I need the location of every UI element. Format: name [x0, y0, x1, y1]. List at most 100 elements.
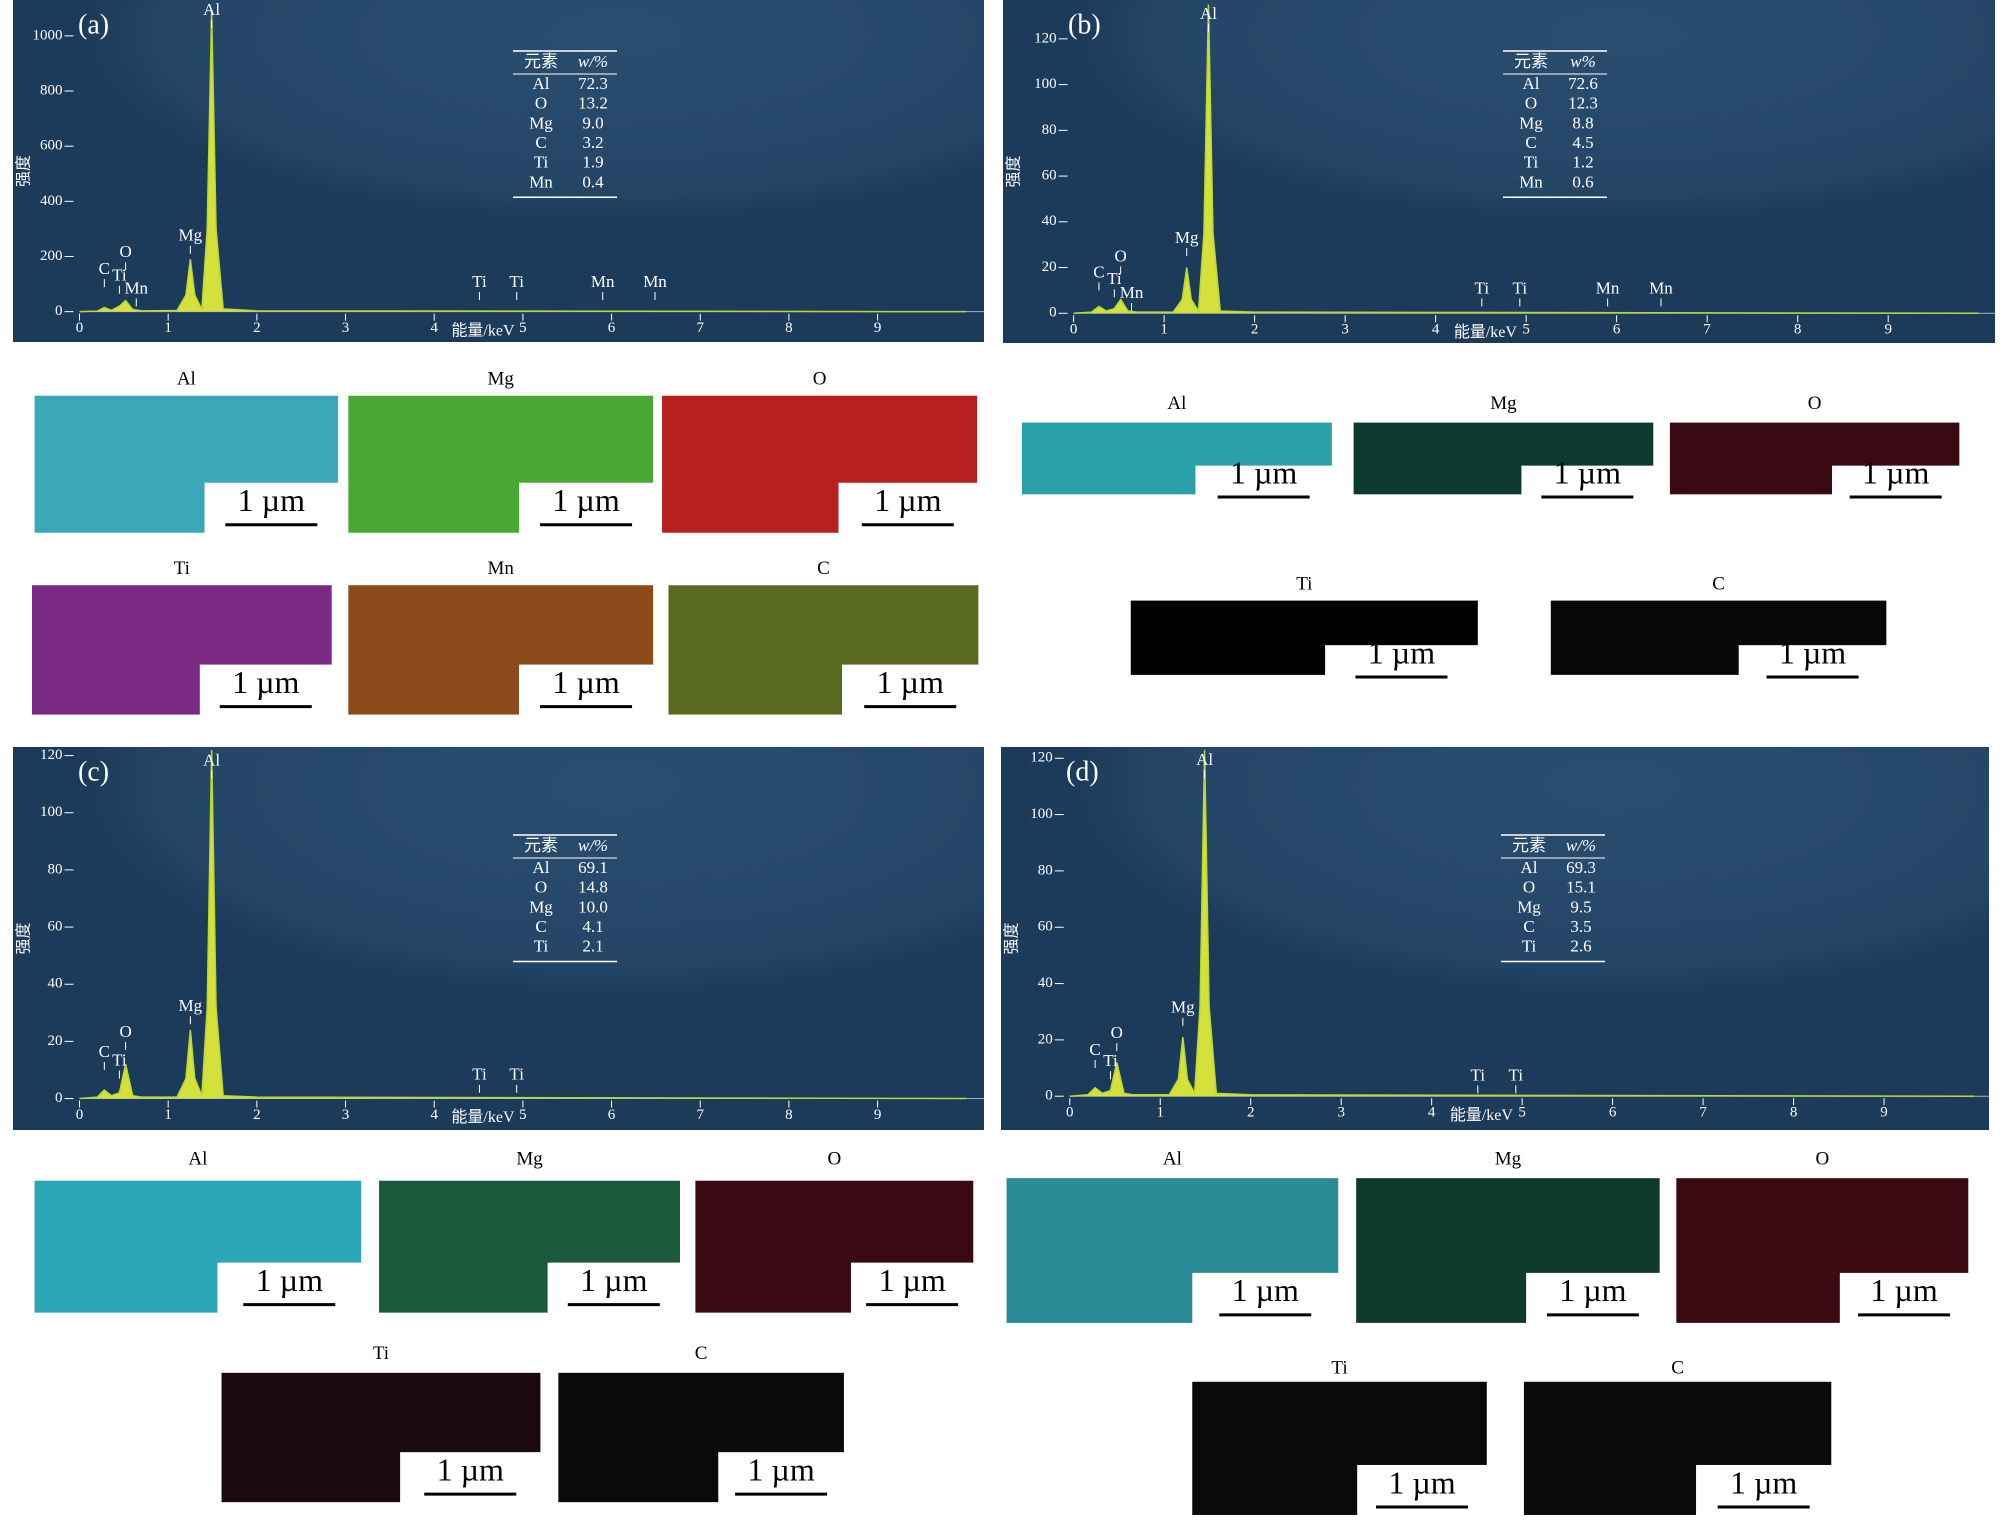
y-axis-label: 强度: [15, 922, 33, 954]
y-tick-label: 20: [48, 1033, 63, 1049]
peak-label: Ti: [112, 1050, 127, 1069]
table-cell: O: [1523, 878, 1535, 897]
x-tick-label: 0: [76, 320, 84, 336]
x-tick-label: 8: [785, 1107, 793, 1123]
table-cell: 72.6: [1568, 74, 1598, 93]
y-axis-label: 强度: [15, 155, 33, 187]
table-cell: Al: [1523, 74, 1540, 93]
map-label: Al: [1163, 1149, 1182, 1170]
scale-bar-label: 1 µm: [1870, 1272, 1937, 1308]
scale-bar-label: 1 µm: [1230, 454, 1297, 490]
map-label: O: [1815, 1149, 1829, 1170]
peak-label: Ti: [1103, 1051, 1118, 1070]
table-cell: Mg: [1517, 897, 1541, 916]
peak-label: Ti: [472, 272, 487, 291]
peak-label: Ti: [1509, 1065, 1524, 1084]
table-header: w/%: [578, 52, 608, 71]
y-axis-label: 强度: [1003, 922, 1021, 954]
map-label: Al: [188, 1149, 207, 1170]
table-header: 元素: [524, 836, 558, 855]
y-tick-label: 100: [1034, 76, 1057, 92]
table-cell: O: [535, 878, 547, 897]
table-cell: Ti: [534, 937, 549, 956]
scale-box: [1521, 465, 1657, 499]
table-header: 元素: [1512, 836, 1546, 855]
table-cell: 13.2: [578, 94, 608, 113]
x-axis-label: 能量/keV: [451, 1108, 515, 1126]
y-tick-label: 40: [1038, 975, 1053, 991]
map-label: O: [1808, 393, 1822, 414]
peak-label: Mn: [1120, 283, 1144, 302]
scale-box: [199, 664, 335, 719]
table-header: w/%: [1566, 836, 1596, 855]
x-tick-label: 4: [1428, 1105, 1436, 1121]
x-tick-label: 9: [1884, 322, 1892, 338]
x-tick-label: 1: [1160, 322, 1168, 338]
x-tick-label: 7: [696, 320, 704, 336]
peak-label: Al: [203, 750, 220, 769]
scale-box: [838, 482, 981, 537]
y-tick-label: 400: [40, 193, 63, 209]
y-tick-label: 60: [1038, 919, 1053, 935]
table-cell: Al: [533, 858, 550, 877]
peak-label: Ti: [112, 266, 127, 285]
panel-label: (c): [78, 756, 109, 787]
table-cell: Al: [1521, 858, 1538, 877]
map-label: C: [817, 558, 830, 579]
map-label: Al: [177, 369, 196, 390]
map-label: O: [827, 1149, 841, 1170]
y-tick-label: 800: [40, 82, 63, 98]
scale-bar-label: 1 µm: [437, 1452, 504, 1488]
scale-box: [718, 1452, 847, 1507]
x-tick-label: 3: [1337, 1105, 1345, 1121]
table-cell: 1.2: [1572, 153, 1593, 172]
table-cell: C: [1523, 917, 1534, 936]
x-tick-label: 6: [1613, 322, 1621, 338]
x-tick-label: 9: [1880, 1105, 1888, 1121]
x-tick-label: 4: [430, 320, 438, 336]
spectrum-line: [1069, 749, 1975, 1097]
table-cell: C: [535, 917, 546, 936]
peak-label: Ti: [509, 1065, 524, 1084]
table-cell: Ti: [1522, 937, 1537, 956]
map-label: Mg: [516, 1149, 543, 1170]
y-tick-label: 20: [1042, 259, 1057, 275]
x-tick-label: 4: [1432, 322, 1440, 338]
table-header: 元素: [1514, 52, 1548, 71]
table-cell: 12.3: [1568, 94, 1598, 113]
scale-bar-label: 1 µm: [1862, 454, 1929, 490]
panel-label: (d): [1066, 756, 1099, 787]
peak-label: O: [1111, 1023, 1123, 1042]
table-cell: 9.0: [582, 113, 603, 132]
scale-bar-label: 1 µm: [1554, 454, 1621, 490]
y-tick-label: 60: [1042, 168, 1057, 184]
x-axis-label: 能量/keV: [1450, 1106, 1514, 1124]
y-tick-label: 80: [1038, 862, 1053, 878]
peak-label: Ti: [1475, 278, 1490, 297]
y-tick-label: 120: [1030, 750, 1053, 766]
x-tick-label: 2: [1247, 1105, 1255, 1121]
scale-bar-label: 1 µm: [256, 1262, 323, 1298]
scale-box: [217, 1262, 365, 1317]
scale-box: [400, 1452, 544, 1507]
y-tick-label: 120: [1034, 30, 1057, 46]
peak-label: Ti: [1107, 269, 1122, 288]
peak-label: Mg: [1175, 228, 1199, 247]
table-cell: 0.6: [1572, 172, 1593, 191]
plot-background: [1001, 747, 1989, 1130]
table-cell: Ti: [534, 153, 549, 172]
table-cell: 9.5: [1570, 897, 1591, 916]
x-tick-label: 6: [608, 320, 616, 336]
y-tick-label: 100: [1030, 806, 1053, 822]
y-tick-label: 0: [1045, 1088, 1053, 1104]
table-header: 元素: [524, 52, 558, 71]
y-axis-label: 强度: [1005, 155, 1023, 187]
x-tick-label: 3: [342, 320, 350, 336]
x-tick-label: 5: [519, 320, 527, 336]
x-tick-label: 2: [1251, 322, 1259, 338]
table-cell: 69.3: [1566, 858, 1596, 877]
scale-bar-label: 1 µm: [1232, 1272, 1299, 1308]
x-tick-label: 7: [1699, 1105, 1707, 1121]
